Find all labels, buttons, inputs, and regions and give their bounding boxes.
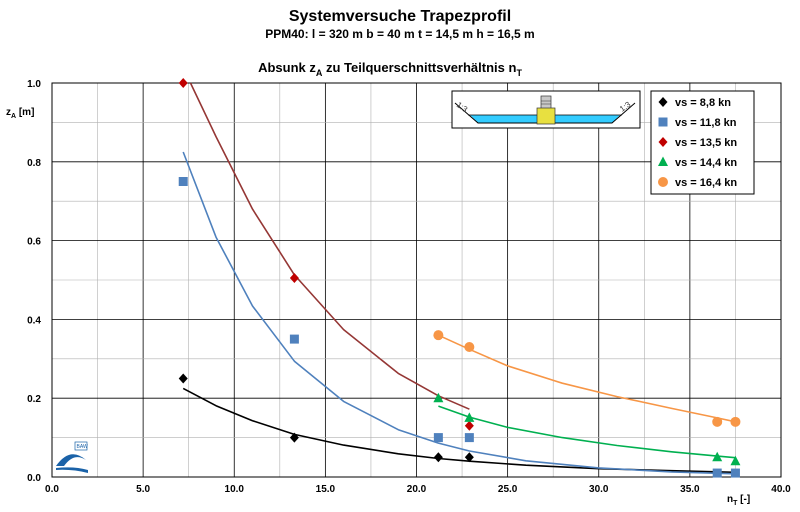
y-axis-label: zA [m] (6, 107, 34, 120)
legend-label: vs = 16,4 kn (675, 177, 737, 189)
grid (51, 82, 782, 478)
data-point (178, 78, 188, 88)
x-tick-label: 15.0 (316, 484, 336, 495)
x-axis-label-sub: T (733, 500, 738, 507)
y-tick-label: 0.0 (27, 473, 41, 484)
data-point (730, 416, 741, 427)
x-tick-label: 5.0 (136, 484, 150, 495)
legend-box (650, 90, 755, 195)
data-point (433, 433, 443, 443)
trend-curve (182, 151, 736, 475)
data-points (178, 78, 741, 478)
legend-marker (658, 156, 668, 166)
legend-label: vs = 13,5 kn (675, 137, 737, 149)
y-axis-label-tail: [m] (16, 107, 34, 118)
x-tick-label: 10.0 (225, 484, 245, 495)
y-tick-labels: 0.0 0.2 0.4 0.6 0.8 1.0 (27, 79, 41, 484)
x-tick-label: 20.0 (407, 484, 427, 495)
legend-marker (658, 97, 668, 107)
data-point (712, 468, 722, 478)
y-tick-label: 0.6 (27, 237, 41, 248)
y-axis-label-main: z (6, 107, 11, 118)
legend-marker (658, 177, 668, 187)
y-tick-label: 0.8 (27, 158, 41, 169)
legend-marker (658, 137, 668, 147)
data-point (433, 452, 443, 463)
y-tick-label: 0.4 (27, 315, 41, 326)
plot-title-tail-sub: T (516, 68, 522, 78)
ship-hull (536, 107, 556, 125)
legend-label: vs = 11,8 kn (675, 117, 737, 129)
x-tick-label: 40.0 (771, 484, 791, 495)
data-point (730, 455, 741, 466)
cross-section-inset: 1:3 1:3 (451, 90, 641, 129)
legend-label: vs = 8,8 kn (675, 97, 731, 109)
data-point (712, 416, 723, 427)
x-tick-label: 30.0 (589, 484, 609, 495)
x-tick-label: 0.0 (45, 484, 59, 495)
data-point (289, 334, 299, 344)
data-point (730, 468, 740, 478)
data-point (464, 452, 474, 463)
chart-subtitle: PPM40: l = 320 m b = 40 m t = 14,5 m h =… (265, 27, 534, 41)
x-axis-label: nT [-] (727, 494, 750, 507)
logo-text: BAW (77, 444, 88, 450)
data-point (433, 392, 444, 403)
data-point (464, 341, 475, 352)
baw-logo: BAW (56, 441, 88, 473)
plot-title-tail: zu Teilquerschnittsverhältnis n (322, 60, 516, 75)
data-point (433, 330, 444, 341)
logo-wave (56, 467, 88, 473)
x-axis-label-tail: [-] (737, 494, 750, 505)
y-tick-label: 0.2 (27, 394, 41, 405)
plot-title-main: Absunk z (258, 60, 316, 75)
x-axis-label-main: n (727, 494, 733, 505)
data-point (464, 412, 475, 422)
trend-curves (182, 82, 736, 475)
data-point (178, 373, 188, 384)
plot-title-sub: A (316, 68, 323, 78)
data-point (712, 451, 723, 462)
data-point (289, 273, 299, 284)
x-tick-labels: 0.0 5.0 10.0 15.0 20.0 25.0 30.0 35.0 40.0 (45, 484, 791, 495)
legend: vs = 8,8 kn vs = 11,8 kn vs = 13,5 kn vs = … (658, 97, 737, 189)
logo-badge (74, 441, 88, 451)
ship-superstructure (540, 95, 552, 110)
trend-curve (438, 334, 736, 423)
y-tick-label: 1.0 (27, 79, 41, 90)
data-point (178, 177, 188, 186)
chart-title: Systemversuche Trapezprofil (289, 8, 511, 25)
data-point (289, 432, 299, 443)
plot-area-border (51, 82, 782, 478)
x-tick-label: 35.0 (680, 484, 700, 495)
trend-curve (189, 82, 470, 410)
plot-title: Absunk zA zu Teilquerschnittsverhältnis … (258, 60, 522, 78)
logo-wave (56, 454, 86, 466)
y-axis-label-sub: A (11, 113, 16, 120)
data-point (464, 420, 474, 431)
legend-label: vs = 14,4 kn (675, 157, 737, 169)
x-tick-label: 25.0 (498, 484, 518, 495)
data-point (464, 433, 474, 443)
trend-curve (438, 405, 736, 459)
legend-marker (658, 117, 668, 127)
